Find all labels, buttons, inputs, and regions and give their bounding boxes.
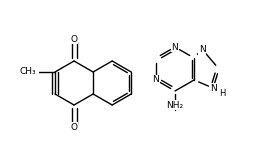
Text: O: O [70, 123, 77, 131]
Text: N: N [153, 75, 159, 85]
Text: NH₂: NH₂ [167, 101, 184, 109]
Text: N: N [199, 45, 205, 54]
Text: CH₃: CH₃ [19, 68, 36, 76]
Text: O: O [70, 35, 77, 43]
Text: N: N [172, 42, 178, 52]
Text: H: H [219, 89, 226, 97]
Text: N: N [210, 84, 217, 93]
